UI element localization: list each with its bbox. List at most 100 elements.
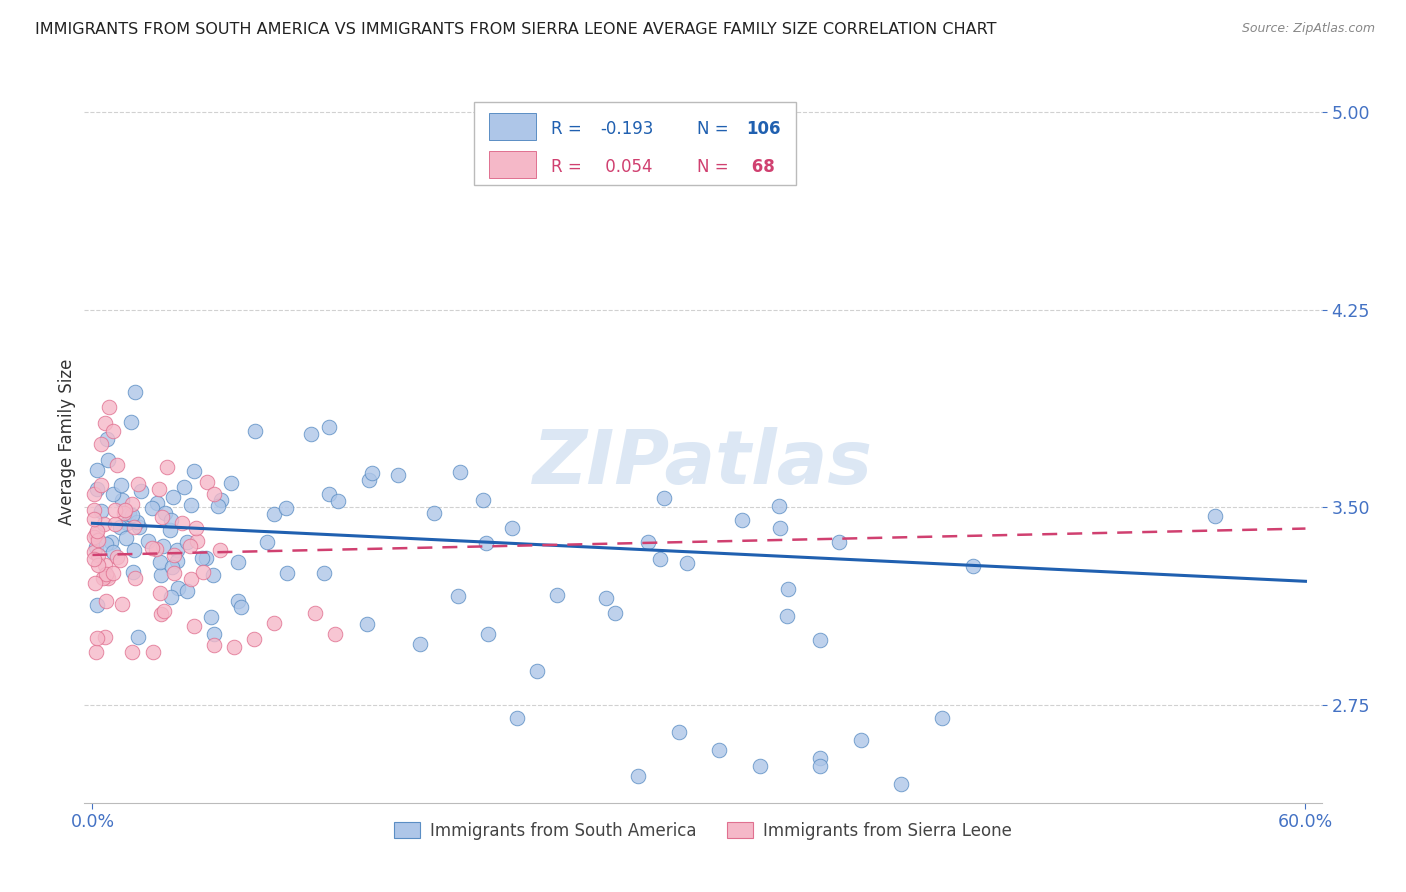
Point bbox=[180, 498, 202, 512]
Point bbox=[1204, 508, 1226, 523]
Point bbox=[595, 591, 617, 605]
Point bbox=[90, 437, 112, 451]
Point bbox=[145, 542, 167, 557]
Point bbox=[100, 534, 122, 549]
Point bbox=[769, 521, 792, 535]
Point bbox=[83, 486, 105, 500]
Point bbox=[654, 491, 676, 506]
Point bbox=[96, 432, 118, 446]
Point bbox=[191, 550, 214, 565]
FancyBboxPatch shape bbox=[474, 102, 796, 185]
Point bbox=[501, 521, 523, 535]
Point bbox=[849, 732, 872, 747]
Point bbox=[229, 599, 252, 614]
Point bbox=[226, 593, 249, 607]
Point bbox=[962, 558, 984, 573]
Point bbox=[637, 535, 659, 549]
Point bbox=[326, 494, 349, 508]
Point bbox=[207, 500, 229, 514]
Text: N =: N = bbox=[697, 120, 734, 137]
Point bbox=[86, 524, 108, 538]
Point bbox=[506, 711, 529, 725]
Point bbox=[83, 530, 105, 544]
Point bbox=[387, 468, 409, 483]
Point bbox=[312, 566, 335, 581]
FancyBboxPatch shape bbox=[489, 112, 536, 140]
Text: IMMIGRANTS FROM SOUTH AMERICA VS IMMIGRANTS FROM SIERRA LEONE AVERAGE FAMILY SIZ: IMMIGRANTS FROM SOUTH AMERICA VS IMMIGRA… bbox=[35, 22, 997, 37]
Point bbox=[477, 627, 499, 641]
Point bbox=[768, 499, 790, 513]
Point bbox=[357, 473, 380, 487]
Point bbox=[827, 535, 849, 549]
Point bbox=[204, 627, 226, 641]
Point bbox=[86, 482, 108, 496]
Point bbox=[127, 515, 149, 529]
Point bbox=[87, 548, 110, 562]
Point bbox=[124, 543, 146, 558]
Point bbox=[153, 604, 176, 618]
Point bbox=[93, 516, 115, 531]
Point bbox=[472, 492, 495, 507]
Point bbox=[808, 751, 831, 765]
Point bbox=[86, 541, 108, 555]
Point bbox=[184, 521, 207, 535]
Point bbox=[304, 606, 326, 620]
Point bbox=[129, 483, 152, 498]
Point bbox=[159, 523, 181, 537]
Point bbox=[101, 424, 124, 438]
Text: Source: ZipAtlas.com: Source: ZipAtlas.com bbox=[1241, 22, 1375, 36]
Point bbox=[183, 464, 205, 478]
Point bbox=[160, 591, 183, 605]
Point bbox=[124, 571, 146, 585]
Point bbox=[176, 584, 198, 599]
Point bbox=[166, 543, 188, 558]
Point bbox=[97, 401, 120, 415]
Point bbox=[149, 607, 172, 622]
Point bbox=[124, 520, 146, 534]
Point bbox=[202, 486, 225, 500]
Point bbox=[97, 453, 120, 467]
Point bbox=[150, 567, 173, 582]
Point bbox=[202, 568, 225, 582]
Point bbox=[243, 632, 266, 647]
Point bbox=[668, 724, 690, 739]
Point bbox=[263, 616, 285, 631]
Point bbox=[166, 554, 188, 568]
Point bbox=[136, 533, 159, 548]
Point bbox=[111, 597, 134, 611]
Point bbox=[108, 553, 131, 567]
Point bbox=[110, 478, 132, 492]
Point bbox=[127, 477, 149, 491]
Point bbox=[86, 598, 108, 612]
Point bbox=[141, 500, 163, 515]
Point bbox=[299, 427, 322, 442]
Point bbox=[83, 511, 105, 525]
Point bbox=[117, 516, 139, 531]
Point bbox=[94, 566, 117, 581]
Point bbox=[118, 507, 141, 521]
Point bbox=[162, 559, 184, 574]
Point bbox=[153, 506, 176, 520]
Point bbox=[356, 616, 378, 631]
Text: -0.193: -0.193 bbox=[600, 120, 654, 137]
Point bbox=[194, 550, 217, 565]
Point bbox=[86, 463, 108, 477]
Point bbox=[101, 545, 124, 559]
Text: ZIPatlas: ZIPatlas bbox=[533, 426, 873, 500]
Point bbox=[274, 501, 297, 516]
Point bbox=[124, 384, 146, 399]
Point bbox=[93, 631, 115, 645]
Point bbox=[91, 571, 114, 585]
Point bbox=[323, 627, 346, 641]
Text: 0.054: 0.054 bbox=[600, 158, 652, 176]
Point bbox=[648, 552, 671, 566]
Point bbox=[150, 510, 173, 524]
Point bbox=[93, 416, 115, 430]
Point bbox=[197, 475, 219, 489]
Point bbox=[121, 508, 143, 523]
Point bbox=[101, 486, 124, 500]
Point bbox=[318, 487, 340, 501]
Point bbox=[104, 502, 127, 516]
Point bbox=[276, 566, 298, 580]
Point bbox=[112, 506, 135, 520]
